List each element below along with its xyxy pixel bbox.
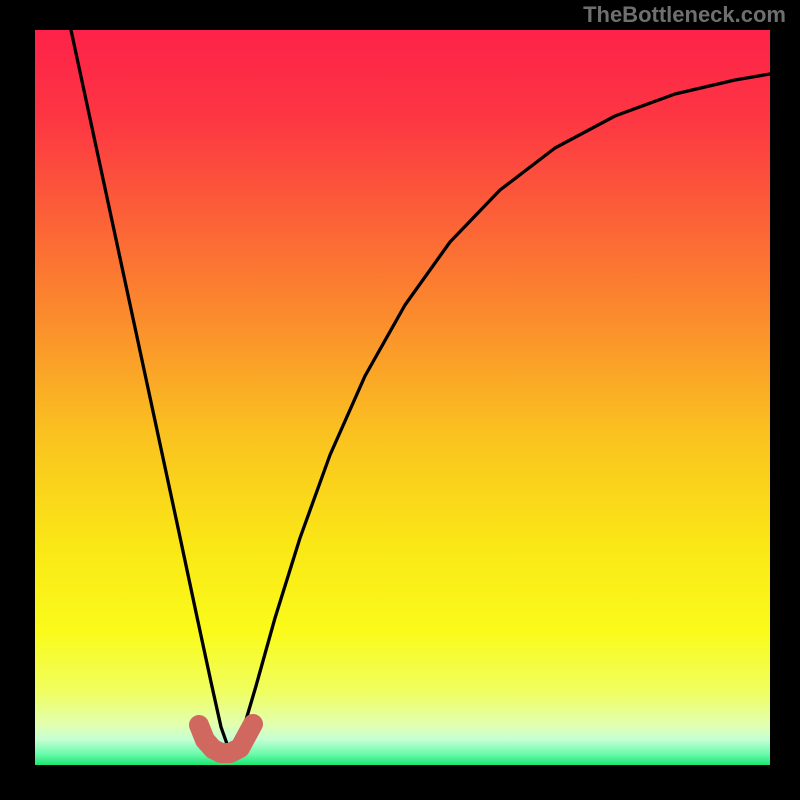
gradient-background — [35, 30, 770, 765]
chart-container: TheBottleneck.com — [0, 0, 800, 800]
watermark-text: TheBottleneck.com — [583, 2, 786, 28]
plot-area — [35, 30, 770, 765]
chart-svg — [35, 30, 770, 765]
